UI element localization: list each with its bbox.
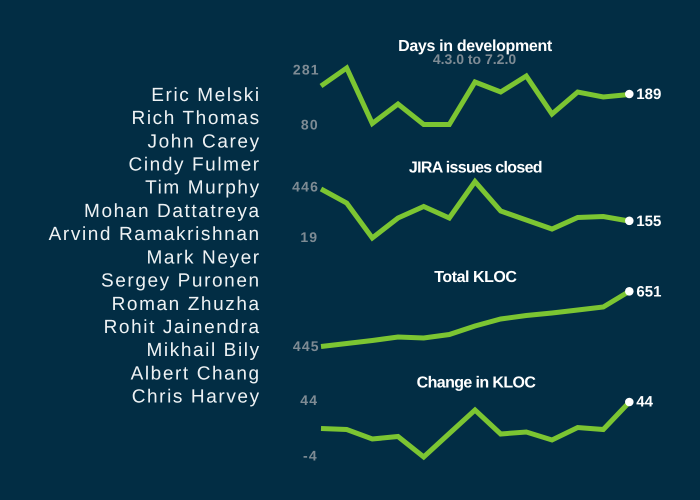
svg-text:Sergey Puronen: Sergey Puronen — [101, 271, 261, 292]
svg-text:-4: -4 — [303, 447, 318, 463]
svg-text:Days in development: Days in development — [398, 38, 553, 55]
svg-text:19: 19 — [300, 229, 318, 245]
svg-text:Rohit Jainendra: Rohit Jainendra — [104, 317, 261, 338]
svg-text:JIRA issues closed: JIRA issues closed — [409, 160, 542, 177]
svg-text:Chris Harvey: Chris Harvey — [132, 387, 261, 408]
svg-text:Cindy Fulmer: Cindy Fulmer — [129, 155, 261, 176]
svg-text:155: 155 — [636, 213, 661, 230]
svg-text:Roman Zhuzha: Roman Zhuzha — [112, 294, 261, 315]
svg-text:Total KLOC: Total KLOC — [434, 269, 517, 286]
svg-text:44: 44 — [300, 392, 318, 408]
svg-text:Albert Chang: Albert Chang — [131, 363, 261, 384]
svg-text:Mikhail Bily: Mikhail Bily — [146, 340, 260, 361]
svg-text:445: 445 — [293, 338, 320, 354]
svg-text:Change in KLOC: Change in KLOC — [417, 375, 537, 392]
svg-text:44: 44 — [636, 394, 653, 411]
svg-text:80: 80 — [301, 117, 319, 133]
svg-text:446: 446 — [292, 178, 319, 194]
svg-text:4.3.0 to 7.2.0: 4.3.0 to 7.2.0 — [433, 51, 516, 67]
svg-text:Eric Melski: Eric Melski — [151, 85, 260, 106]
svg-text:281: 281 — [293, 62, 320, 78]
svg-text:John Carey: John Carey — [148, 131, 261, 152]
svg-text:651: 651 — [636, 284, 661, 301]
svg-text:Mark Neyer: Mark Neyer — [147, 247, 261, 268]
svg-text:Mohan Dattatreya: Mohan Dattatreya — [84, 201, 261, 222]
svg-text:Rich Thomas: Rich Thomas — [132, 108, 261, 129]
svg-text:Tim Murphy: Tim Murphy — [145, 178, 261, 199]
svg-text:Arvind Ramakrishnan: Arvind Ramakrishnan — [49, 224, 261, 245]
svg-text:189: 189 — [636, 86, 661, 103]
